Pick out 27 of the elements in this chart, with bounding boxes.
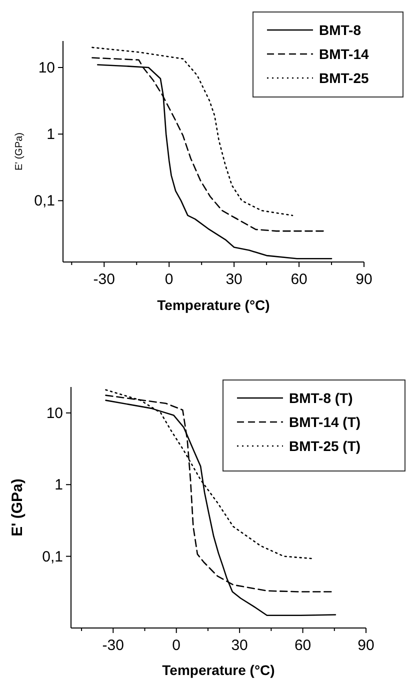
x-tick-label: 60	[294, 637, 312, 654]
x-tick-label: 0	[164, 271, 174, 288]
legend-label: BMT-25 (T)	[289, 438, 361, 454]
legend-label: BMT-25	[319, 70, 369, 86]
x-tick-label: 30	[231, 637, 248, 654]
y-tick-label: 0,1	[34, 192, 55, 210]
x-axis-title: Temperature (°C)	[162, 662, 275, 678]
y-tick-label: 1	[46, 126, 55, 144]
x-axis-title: Temperature (°C)	[157, 297, 270, 313]
legend-label: BMT-14 (T)	[289, 414, 361, 430]
legend-label: BMT-14	[319, 46, 369, 62]
x-tick-label: 90	[356, 271, 372, 288]
legend-label: BMT-8	[319, 22, 362, 38]
x-tick-label: 60	[290, 271, 308, 288]
y-tick-label: 10	[38, 60, 55, 76]
legend-label: BMT-8 (T)	[289, 390, 353, 406]
x-tick-label: -30	[102, 637, 124, 654]
y-axis-title: E' (GPa)	[14, 132, 25, 171]
y-axis-title: E' (GPa)	[9, 478, 26, 536]
y-tick-label: 1	[54, 476, 63, 494]
x-tick-label: 30	[226, 271, 242, 288]
y-tick-label: 10	[46, 404, 63, 422]
x-tick-label: 0	[172, 637, 181, 654]
y-tick-label: 0,1	[42, 548, 63, 566]
x-tick-label: 90	[358, 637, 374, 654]
line-series	[92, 46, 294, 216]
x-tick-label: -30	[93, 271, 115, 288]
